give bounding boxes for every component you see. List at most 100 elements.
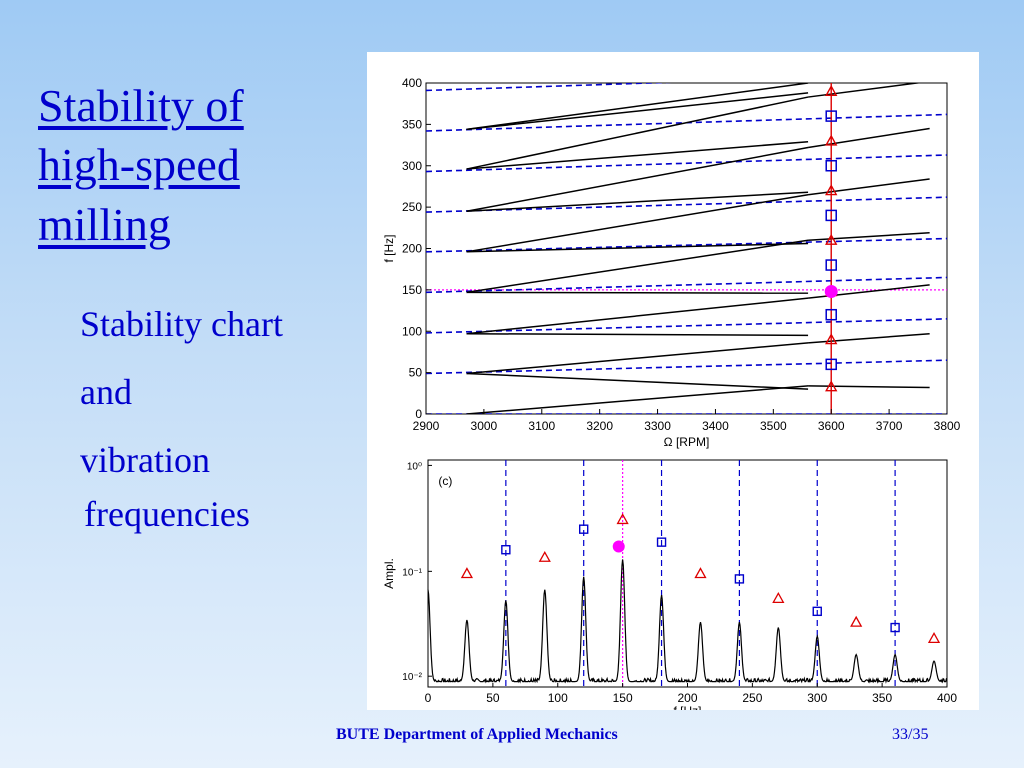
stability-curve (466, 239, 809, 294)
footer-page-number: 33/35 (892, 726, 929, 743)
x-tick-label: 400 (937, 691, 957, 705)
x-tick-label: 3400 (702, 419, 729, 433)
highlight-circle-marker (612, 540, 625, 553)
stability-curve (466, 342, 809, 375)
bullet-and: and (80, 372, 132, 412)
y-tick-label: 50 (409, 366, 423, 380)
stability-curve (466, 385, 809, 414)
x-tick-label: 3700 (876, 419, 903, 433)
x-tick-label: 150 (613, 691, 633, 705)
plot-area (426, 83, 947, 414)
dashed-line (426, 196, 947, 213)
y-tick-label: 300 (402, 159, 422, 173)
x-tick-label: 300 (807, 691, 827, 705)
y-tick-label: 200 (402, 242, 422, 256)
x-axis-label: f [Hz] (673, 704, 701, 710)
stability-curve (466, 242, 809, 253)
square-marker (825, 308, 837, 321)
square-marker (825, 259, 837, 271)
x-tick-label: 2900 (413, 419, 440, 433)
stability-curve (466, 92, 809, 131)
x-tick-label: 3500 (760, 419, 787, 433)
y-tick-label: 10⁻² (402, 672, 422, 683)
stability-curve (807, 83, 923, 98)
dashed-line (426, 276, 947, 294)
title-line-3: milling (38, 198, 171, 250)
stability-curve (466, 297, 809, 335)
x-tick-label: 3200 (586, 419, 613, 433)
stability-curve (808, 385, 930, 389)
x-tick-label: 3600 (818, 419, 845, 433)
stability-curve (466, 83, 809, 131)
stability-curve (466, 191, 809, 213)
stability-chart: 2900 3000 3100 3200 3300 3400 3500 3600 3700 3800… (382, 76, 961, 449)
triangle-marker (460, 567, 474, 579)
stability-curve (807, 178, 930, 196)
bullet-frequencies: frequencies (84, 494, 250, 534)
x-tick-label: 250 (742, 691, 762, 705)
dashed-line (426, 154, 947, 173)
stability-curve (466, 332, 809, 337)
x-axis-label: Ω [RPM] (664, 435, 710, 449)
triangle-marker (694, 567, 707, 579)
square-marker (812, 606, 822, 617)
figure-panel: 2900 3000 3100 3200 3300 3400 3500 3600 3700 3800… (367, 52, 979, 710)
stability-curve (466, 372, 809, 390)
triangle-marker (850, 615, 863, 627)
dashed-line (426, 359, 947, 375)
dashed-line (426, 318, 947, 334)
y-axis-label: f [Hz] (382, 234, 396, 262)
triangle-marker (772, 592, 785, 604)
panel-label: (c) (438, 474, 452, 488)
triangle-marker (825, 84, 838, 96)
x-tick-label: 350 (872, 691, 892, 705)
stability-curve (466, 141, 809, 170)
x-tick-label: 3300 (644, 419, 671, 433)
triangle-marker (616, 513, 629, 525)
y-tick-label: 250 (402, 200, 422, 214)
square-marker (656, 537, 667, 547)
x-tick-label: 3800 (934, 419, 961, 433)
title-line-2: high-speed (38, 139, 240, 191)
triangle-marker (825, 333, 838, 345)
plot-frame (425, 82, 948, 415)
stability-curve (466, 193, 809, 253)
x-tick-label: 200 (677, 691, 697, 705)
square-marker (825, 160, 837, 172)
dashed-line (426, 237, 947, 253)
square-marker (825, 110, 837, 122)
x-tick-label: 50 (486, 691, 500, 705)
spectrum-chart: 0 50 100 150 200 250 300 350 400 10⁰ 10⁻¹ 10⁻² f [Hz… (382, 459, 957, 710)
y-tick-label: 350 (402, 117, 422, 131)
y-tick-label: 0 (415, 407, 422, 421)
triangle-marker (825, 184, 838, 196)
triangle-marker (927, 632, 941, 644)
triangle-marker (825, 380, 838, 392)
y-tick-label: 10⁰ (407, 461, 422, 472)
square-marker (578, 524, 589, 534)
stability-curve (808, 232, 930, 241)
x-tick-label: 3100 (528, 419, 555, 433)
dashed-line (426, 83, 674, 92)
y-axis-label: Ampl. (382, 558, 396, 589)
title-line-1: Stability of (38, 80, 244, 131)
spectrum-line (427, 559, 948, 684)
stability-curve (808, 332, 930, 344)
y-tick-label: 400 (402, 76, 422, 90)
square-marker (825, 358, 837, 371)
bullet-stability-chart: Stability chart (80, 304, 283, 344)
stability-curve (466, 291, 809, 294)
triangle-marker (825, 233, 838, 245)
stability-curve (466, 96, 809, 170)
x-tick-label: 0 (425, 691, 432, 705)
slide-title: Stability of high-speed milling (38, 76, 244, 254)
square-marker (734, 574, 745, 584)
footer-organization: BUTE Department of Applied Mechanics (336, 726, 618, 743)
bullet-vibration: vibration (80, 440, 210, 480)
y-tick-label: 100 (402, 324, 422, 338)
triangle-marker (538, 550, 551, 562)
square-marker (501, 545, 511, 555)
stability-curve (466, 146, 809, 212)
square-marker (890, 622, 900, 633)
square-marker (825, 209, 837, 222)
